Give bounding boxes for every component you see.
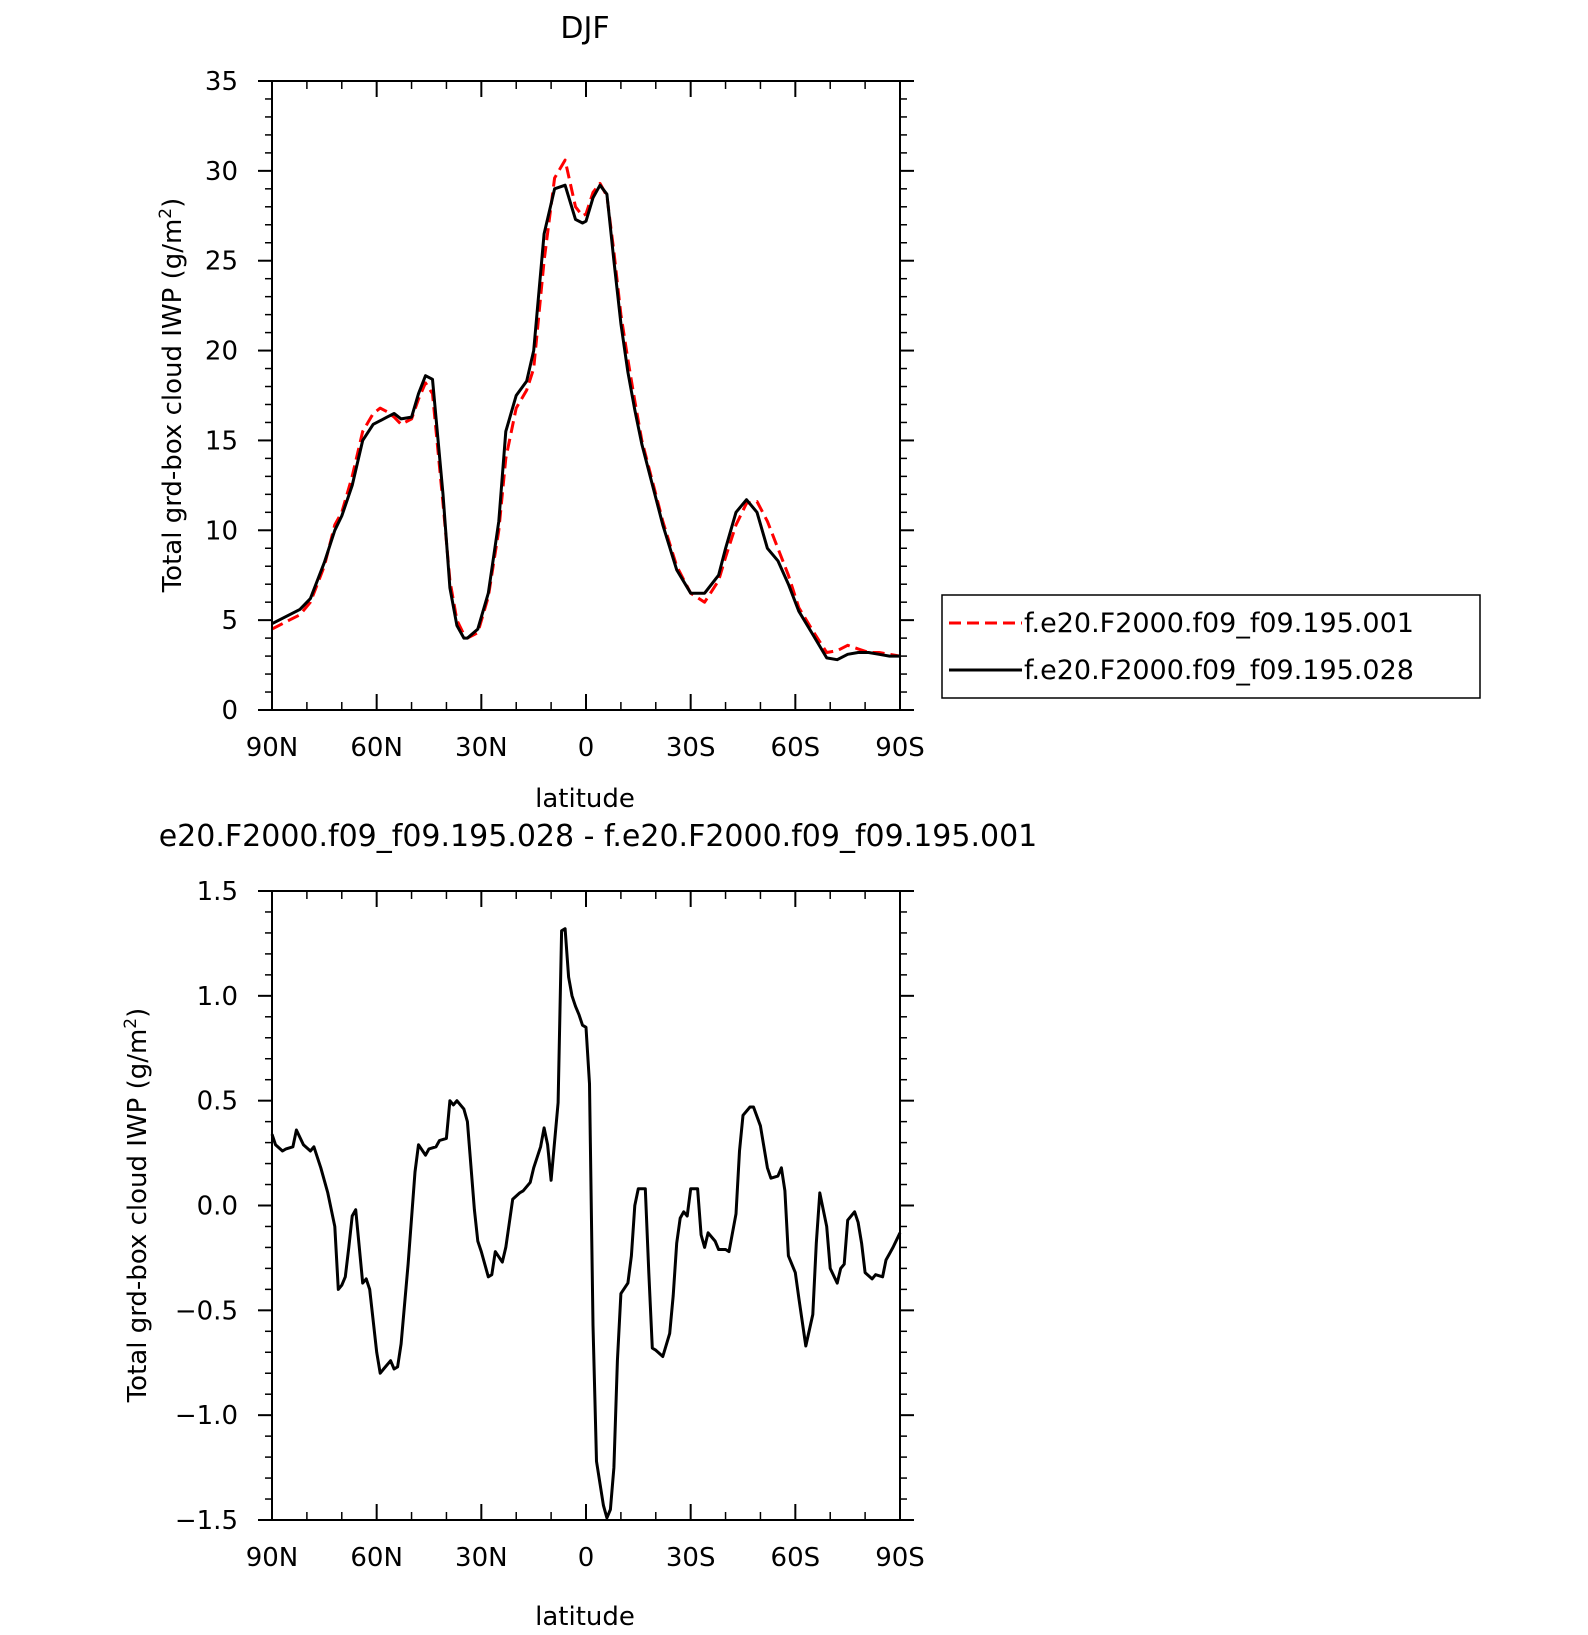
bottom-x-tick-label: 30S [666,1543,716,1573]
top-y-tick-label: 20 [205,337,238,367]
top-series-line-1 [271,158,901,658]
bottom-y-tick-label: 1.5 [197,877,238,907]
bottom-y-tick-label: −1.5 [175,1506,238,1536]
top-plot-area: 90N 60N 30N 0 30S 60S 90S 0 5 10 15 20 25 30 35 [205,67,925,763]
bottom-y-tick-label: 1.0 [197,982,238,1012]
bottom-series-line-1 [270,927,902,1520]
top-y-tick-label: 5 [221,606,238,636]
bottom-y-tick-label: −1.0 [175,1401,238,1431]
top-series-group [271,158,901,662]
top-y-axis-label-superscript: 2 [156,208,176,219]
legend: f.e20.F2000.f09_f09.195.001 f.e20.F2000.… [941,594,1481,699]
legend-box [941,594,1481,699]
bottom-y-axis-label-close: ) [123,1008,153,1018]
top-x-tick-label: 0 [578,733,595,763]
bottom-y-tick-label: −0.5 [175,1296,238,1326]
bottom-plot-area: 90N 60N 30N 0 30S 60S 90S −1.5 −1.0 −0.5 0.0 0.5 1.0… [175,877,925,1573]
bottom-x-tick-label: 90S [875,1543,925,1573]
top-plot-frame [271,80,901,711]
legend-label-series-1: f.e20.F2000.f09_f09.195.001 [1024,608,1414,639]
top-y-tick-label: 25 [205,247,238,277]
top-x-tick-label: 90S [875,733,925,763]
bottom-x-tick-label: 90N [246,1543,299,1573]
bottom-x-tick-label: 0 [578,1543,595,1573]
bottom-plot-frame [271,890,901,1521]
top-x-tick-label: 90N [246,733,299,763]
bottom-x-axis-label: latitude [535,1602,635,1632]
bottom-x-tick-label: 30N [455,1543,508,1573]
bottom-panel-title: e20.F2000.f09_f09.195.028 - f.e20.F2000.… [159,819,1038,854]
top-y-tick-label: 0 [221,696,238,726]
top-x-tick-label: 30N [455,733,508,763]
top-x-tick-label: 30S [666,733,716,763]
top-x-tick-label: 60S [771,733,821,763]
legend-label-series-2: f.e20.F2000.f09_f09.195.028 [1024,655,1414,686]
top-x-axis-label: latitude [535,784,635,814]
bottom-x-tick-label: 60N [350,1543,403,1573]
top-y-tick-label: 10 [205,516,238,546]
top-series-line-2 [271,183,900,662]
top-y-axis-label-main: Total grd-box cloud IWP (g/m [158,219,188,594]
bottom-series-group [270,927,902,1520]
top-y-tick-label: 35 [205,67,238,97]
top-axis-ticks: 90N 60N 30N 0 30S 60S 90S 0 5 10 15 20 25 30 35 [205,67,925,763]
bottom-y-axis-label-superscript: 2 [121,1018,141,1029]
bottom-axis-ticks: 90N 60N 30N 0 30S 60S 90S −1.5 −1.0 −0.5 0.0 0.5 1.0… [175,877,925,1573]
bottom-y-axis-label: Total grd-box cloud IWP (g/m2) [121,1008,153,1404]
top-y-tick-label: 30 [205,157,238,187]
top-x-tick-label: 60N [350,733,403,763]
bottom-y-tick-label: 0.5 [197,1087,238,1117]
top-y-axis-label-close: ) [158,198,188,208]
bottom-y-tick-label: 0.0 [197,1192,238,1222]
bottom-panel: e20.F2000.f09_f09.195.028 - f.e20.F2000.… [121,819,1037,1632]
bottom-x-tick-label: 60S [771,1543,821,1573]
top-y-tick-label: 15 [205,426,238,456]
bottom-y-axis-label-main: Total grd-box cloud IWP (g/m [123,1029,153,1404]
top-panel: DJF 90N 60N 30N 0 30S 60S 90S 0 5 10 15 20 25 30 35 la… [156,11,1481,814]
top-panel-title: DJF [560,11,609,46]
top-y-axis-label: Total grd-box cloud IWP (g/m2) [156,198,188,594]
